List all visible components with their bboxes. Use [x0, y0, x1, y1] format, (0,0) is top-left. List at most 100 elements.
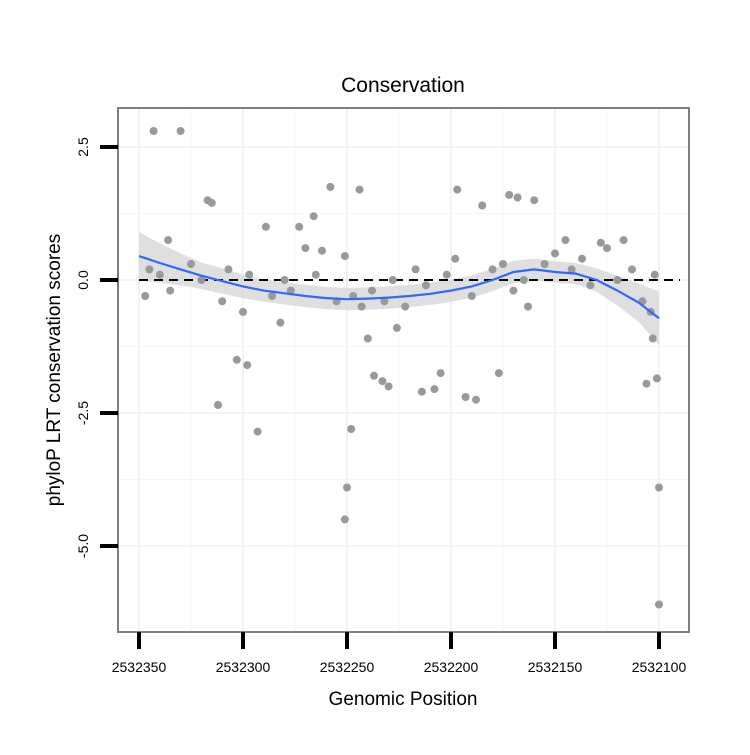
- x-tick-label: 2532100: [632, 659, 687, 675]
- data-point: [401, 302, 410, 311]
- x-tick-label: 2532350: [112, 659, 167, 675]
- data-point: [309, 212, 318, 221]
- data-point: [326, 182, 335, 191]
- data-point: [363, 334, 372, 343]
- data-point: [655, 600, 663, 609]
- data-point: [513, 193, 522, 202]
- chart-title: Conservation: [341, 74, 465, 97]
- data-point: [472, 395, 480, 404]
- data-point: [655, 483, 663, 492]
- data-point: [451, 254, 460, 263]
- data-point: [642, 379, 651, 388]
- confidence-band: [139, 232, 659, 345]
- data-point: [551, 249, 559, 258]
- smooth-fit-line: [138, 255, 660, 320]
- data-point: [155, 270, 164, 279]
- panel-border: [117, 107, 690, 633]
- data-point: [488, 265, 497, 274]
- data-point: [243, 361, 252, 370]
- y-tick-label: -2.5: [75, 401, 91, 425]
- data-point: [411, 265, 420, 274]
- data-point: [286, 286, 295, 295]
- data-point: [467, 292, 476, 300]
- data-point: [224, 265, 233, 274]
- data-point: [478, 201, 487, 210]
- data-point: [648, 334, 657, 343]
- data-point: [519, 276, 528, 284]
- data-point: [378, 377, 387, 386]
- data-point: [355, 185, 364, 194]
- data-point: [417, 387, 426, 396]
- x-axis-title: Genomic Position: [329, 689, 478, 710]
- x-tick-label: 2532150: [528, 659, 583, 675]
- data-point: [461, 393, 470, 401]
- y-tick-label: -5.0: [75, 534, 91, 558]
- data-point: [232, 355, 241, 364]
- data-point: [207, 198, 216, 207]
- data-point: [253, 427, 262, 436]
- y-tick-label: 0.0: [75, 270, 91, 290]
- data-point: [187, 260, 195, 268]
- smooth-line-layer: [138, 255, 660, 320]
- data-point: [509, 286, 518, 295]
- y-axis: 2.5 0.0 -2.5 -5.0: [75, 137, 118, 558]
- data-point: [214, 401, 222, 409]
- data-point: [368, 286, 376, 295]
- data-point: [301, 244, 310, 253]
- points-layer: [141, 127, 663, 609]
- grid-layer: [118, 108, 689, 632]
- data-point: [392, 323, 401, 332]
- data-point: [586, 281, 595, 290]
- data-point: [650, 270, 659, 279]
- data-point: [530, 196, 539, 205]
- data-point: [268, 292, 277, 300]
- data-point: [141, 292, 150, 300]
- data-point: [347, 425, 356, 433]
- data-point: [603, 244, 611, 253]
- confidence-band-layer: [139, 232, 659, 345]
- x-tick-label: 2532200: [424, 659, 479, 675]
- data-point: [499, 260, 507, 268]
- data-point: [261, 222, 270, 231]
- data-point: [340, 252, 349, 261]
- data-point: [442, 270, 451, 279]
- data-point: [197, 276, 206, 284]
- data-point: [430, 385, 439, 394]
- data-point: [380, 297, 389, 306]
- data-point: [453, 185, 462, 194]
- data-point: [524, 302, 532, 311]
- data-point: [311, 270, 320, 279]
- data-point: [567, 265, 576, 274]
- data-point: [280, 276, 289, 284]
- data-point: [218, 297, 227, 306]
- y-tick-label: 2.5: [75, 137, 91, 157]
- data-point: [357, 302, 366, 311]
- data-point: [145, 265, 154, 274]
- data-point: [166, 286, 175, 295]
- x-axis: 2532350 2532300 2532250 2532200 2532150 25321…: [112, 632, 687, 675]
- data-point: [343, 483, 351, 492]
- data-point: [436, 369, 445, 378]
- data-point: [149, 127, 158, 135]
- data-point: [422, 281, 430, 290]
- data-point: [613, 276, 622, 284]
- data-point: [176, 127, 185, 135]
- data-point: [318, 246, 326, 255]
- data-point: [370, 371, 378, 380]
- data-point: [561, 236, 570, 245]
- data-point: [276, 318, 285, 327]
- data-point: [652, 374, 661, 383]
- x-tick-label: 2532300: [216, 659, 271, 675]
- data-point: [596, 238, 605, 247]
- data-point: [384, 382, 393, 391]
- data-point: [578, 254, 586, 263]
- y-axis-title: phyloP LRT conservation scores: [44, 234, 65, 507]
- data-point: [164, 236, 173, 245]
- data-point: [295, 222, 304, 231]
- data-point: [340, 515, 349, 524]
- data-point: [388, 276, 397, 284]
- data-point: [540, 260, 549, 268]
- data-point: [628, 265, 636, 274]
- data-point: [619, 236, 628, 245]
